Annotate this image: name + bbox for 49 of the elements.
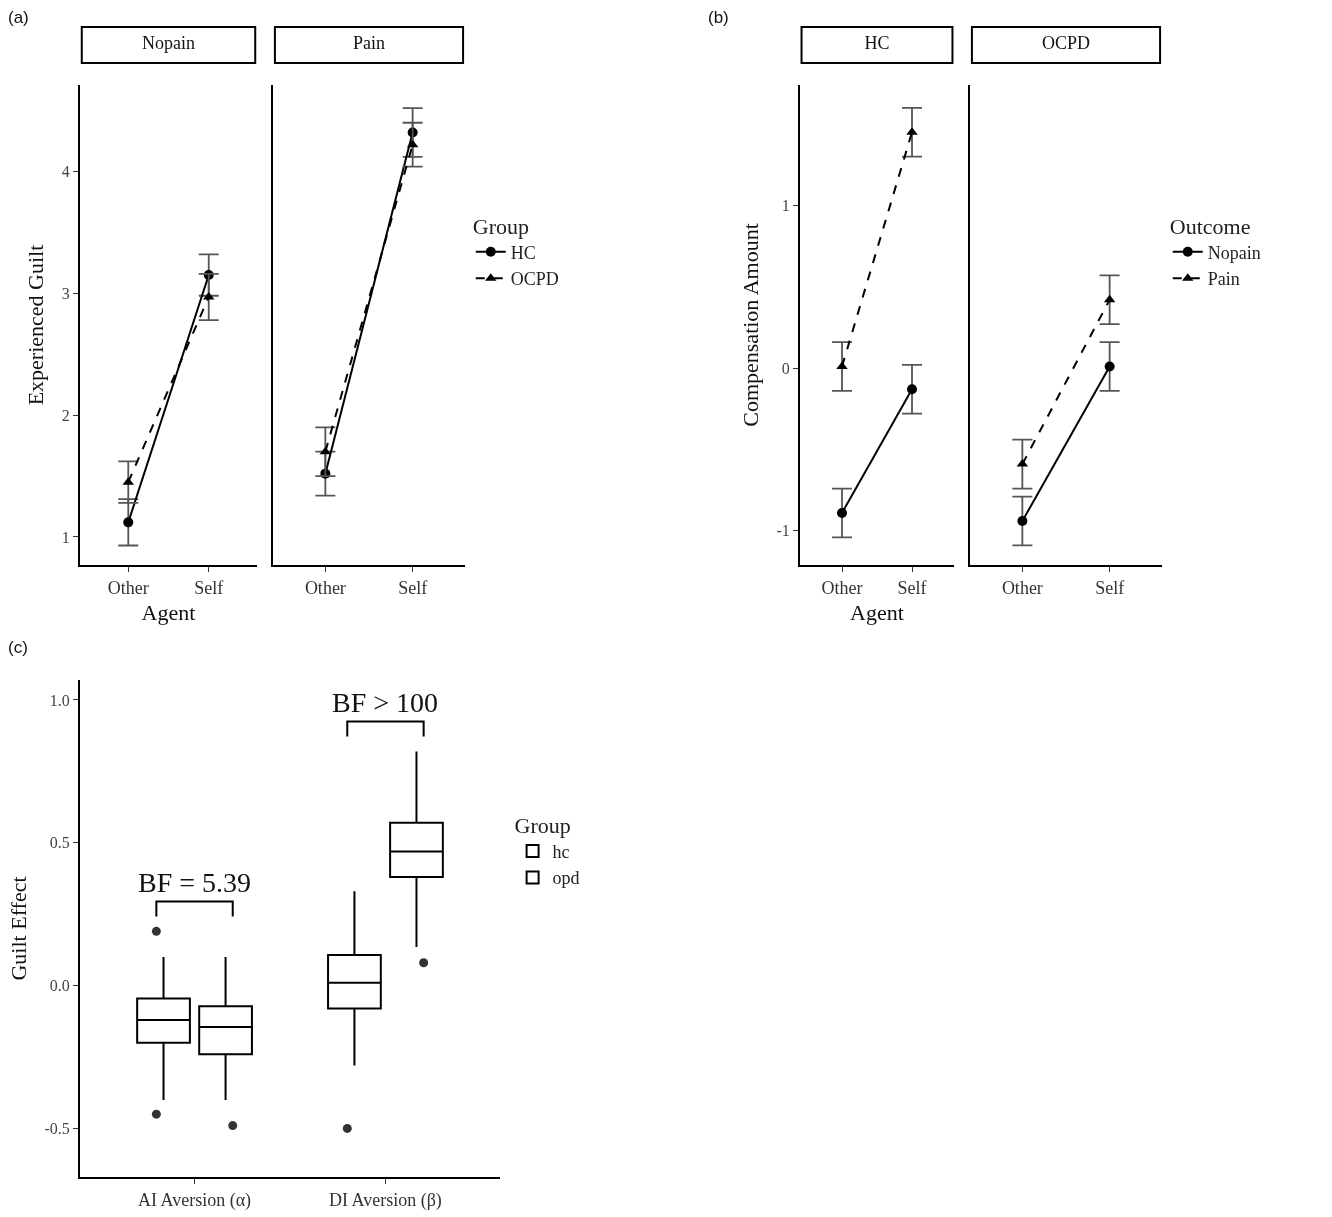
point [907,384,917,395]
text: (c) [8,638,28,657]
x-tick-label: Self [194,577,224,598]
y-axis-title: Compensation Amount [737,223,763,427]
y-tick-label: 0 [781,359,790,377]
legend-title: Group [514,812,571,838]
x-tick-label: Other [821,577,863,598]
legend-label: Pain [1207,269,1240,290]
y-tick-label: -1 [776,522,790,540]
text: (b) [708,8,729,27]
point [123,517,134,528]
legend-label: opd [552,868,580,889]
y-tick-label: 0.5 [49,834,70,852]
x-tick-label: Self [398,577,428,598]
legend-label: hc [552,842,570,863]
y-axis-title: Guilt Effect [5,876,31,981]
y-tick-label: -0.5 [44,1120,70,1138]
chart-title: Nopain [142,32,195,53]
chart-title: HC [864,32,890,53]
y-axis-title: Experienced Guilt [23,244,49,406]
y-tick-label: 2 [61,406,70,424]
legend-label: OCPD [510,269,559,290]
point [1104,361,1115,372]
x-tick-label: Other [304,577,346,598]
legend-title: Outcome [1169,213,1251,239]
y-tick-label: 1 [61,528,70,546]
x-axis-title: Agent [850,600,904,625]
annotation: BF > 100 [332,687,439,718]
legend-label: Nopain [1207,242,1261,263]
x-tick-label: AI Aversion (α) [138,1189,252,1211]
y-tick-label: 4 [61,163,70,181]
x-tick-label: Self [1095,577,1125,598]
text: (a) [8,8,29,27]
chart-title: OCPD [1041,32,1091,53]
point [837,507,847,518]
chart-title: Pain [352,32,386,53]
legend-label: HC [510,242,536,263]
x-tick-label: Self [897,577,927,598]
x-tick-label: Other [1001,577,1043,598]
legend-title: Group [472,213,529,239]
point [1017,516,1028,527]
y-tick-label: 0.0 [49,977,70,995]
x-tick-label: Other [107,577,149,598]
x-tick-label: DI Aversion (β) [329,1189,442,1211]
y-tick-label: 1.0 [49,691,70,709]
y-tick-label: 3 [61,284,70,302]
annotation: BF = 5.39 [138,867,252,898]
y-tick-label: 1 [781,197,790,215]
x-axis-title: Agent [141,600,196,625]
